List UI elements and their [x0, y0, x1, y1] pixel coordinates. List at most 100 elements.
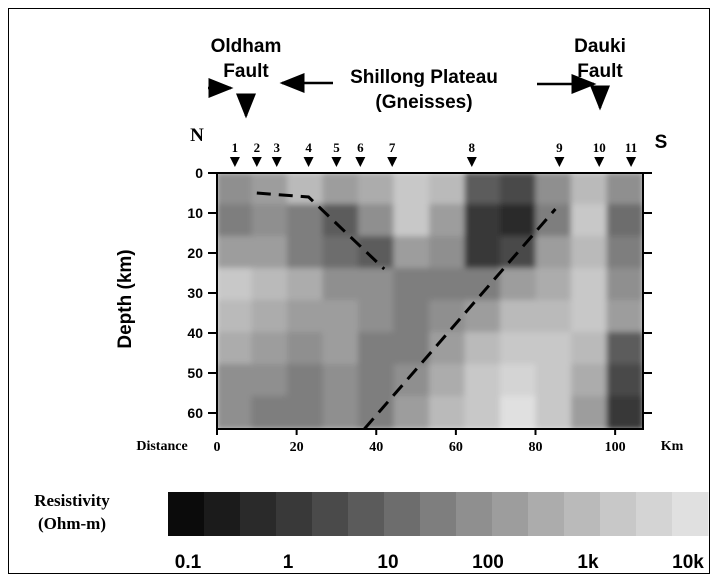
y-tick-label: 30 [187, 285, 203, 301]
heatmap-cell [358, 268, 396, 302]
y-axis-label: Depth (km) [115, 249, 136, 348]
heatmap-cell [393, 268, 431, 302]
heatmap-cell [358, 204, 396, 238]
colorbar-swatch [204, 492, 241, 536]
station-label: 5 [333, 140, 340, 155]
heatmap-cell [358, 396, 396, 429]
heatmap-cell [464, 364, 502, 398]
heatmap-cell [287, 236, 325, 270]
heatmap-cell [217, 364, 254, 398]
heatmap-cell [322, 300, 360, 334]
north-label: N [190, 125, 204, 146]
heatmap-cell [217, 300, 254, 334]
heatmap-cell [500, 396, 538, 429]
heatmap-cell [535, 332, 573, 366]
station-label: 10 [593, 140, 606, 155]
colorbar-tick-label: 1k [577, 552, 599, 573]
heatmap-cell [429, 396, 467, 429]
heatmap-cell [217, 236, 254, 270]
resistivity-heatmap [217, 173, 643, 429]
heatmap-cell [393, 396, 431, 429]
station-marker [554, 157, 565, 167]
colorbar-swatch [168, 492, 205, 536]
heatmap-cell [606, 236, 643, 270]
x-tick-label: 20 [290, 440, 304, 455]
colorbar-swatch [600, 492, 637, 536]
station-label: 3 [273, 140, 280, 155]
fault-line-deep [363, 208, 557, 429]
heatmap-cell [500, 268, 538, 302]
heatmap-cell [606, 268, 643, 302]
y-tick-label: 60 [187, 405, 203, 421]
colorbar-swatch [492, 492, 529, 536]
colorbar-tick-label: 10k [672, 552, 704, 573]
heatmap-cell [606, 332, 643, 366]
heatmap-cell [606, 300, 643, 334]
heatmap-cell [322, 396, 360, 429]
heatmap-cell [251, 364, 289, 398]
heatmap-cell [287, 396, 325, 429]
heatmap-cell [251, 173, 289, 206]
y-tick-label: 0 [195, 165, 203, 181]
heatmap-cell [322, 364, 360, 398]
heatmap-cell [500, 173, 538, 206]
x-tick-label: 0 [214, 440, 221, 455]
station-marker [355, 157, 366, 167]
heatmap-cell [429, 204, 467, 238]
station-label: 6 [357, 140, 364, 155]
shillong-plateau-label-line2: (Gneisses) [375, 92, 472, 113]
station-label: 4 [305, 140, 312, 155]
colorbar-tick-labels: 0.1 1 10 100 1k 10k [175, 552, 704, 573]
x-tick-label: 80 [529, 440, 543, 455]
colorbar-swatch [276, 492, 313, 536]
heatmap-cell [322, 332, 360, 366]
heatmap-cell [251, 204, 289, 238]
shillong-plateau-label-line1: Shillong Plateau [350, 67, 498, 88]
heatmap-cell [571, 173, 609, 206]
heatmap-cell [606, 173, 643, 206]
colorbar-swatch [528, 492, 565, 536]
y-axis: 0 10 20 30 40 50 60 [187, 165, 652, 421]
heatmap-cell [287, 173, 325, 206]
station-marker [331, 157, 342, 167]
colorbar-swatch [456, 492, 493, 536]
heatmap-cell [358, 173, 396, 206]
y-tick-label: 40 [187, 325, 203, 341]
heatmap-cell [251, 300, 289, 334]
heatmap-cell [535, 236, 573, 270]
heatmap-cell [251, 236, 289, 270]
heatmap-cell [251, 332, 289, 366]
fault-lines [256, 191, 557, 429]
heatmap-cell [535, 364, 573, 398]
oldham-fault-label-line1: Oldham [211, 36, 282, 57]
heatmap-cell [217, 173, 254, 206]
station-marker [229, 157, 240, 167]
heatmap-cell [464, 236, 502, 270]
heatmap-cell [358, 364, 396, 398]
colorbar-swatch [348, 492, 385, 536]
heatmap-cell [287, 204, 325, 238]
colorbar-swatch [564, 492, 601, 536]
heatmap-cell [464, 268, 502, 302]
colorbar-swatch [240, 492, 277, 536]
station-label: 9 [556, 140, 563, 155]
station-label: 11 [625, 140, 637, 155]
colorbar-swatch [672, 492, 709, 536]
y-tick-label: 10 [187, 205, 203, 221]
heatmap-cell [571, 300, 609, 334]
heatmap-cell [393, 300, 431, 334]
heatmap-cell [464, 332, 502, 366]
heatmap-cell [287, 268, 325, 302]
heatmap-cell [251, 396, 289, 429]
station-marker [303, 157, 314, 167]
heatmap-cell [535, 396, 573, 429]
heatmap-cell [429, 173, 467, 206]
heatmap-cell [500, 364, 538, 398]
station-label: 1 [232, 140, 239, 155]
heatmap-cell [217, 268, 254, 302]
station-marker [387, 157, 398, 167]
heatmap-cell [464, 204, 502, 238]
station-label: 2 [254, 140, 261, 155]
heatmap-cell [393, 236, 431, 270]
colorbar-tick-label: 1 [283, 552, 294, 573]
